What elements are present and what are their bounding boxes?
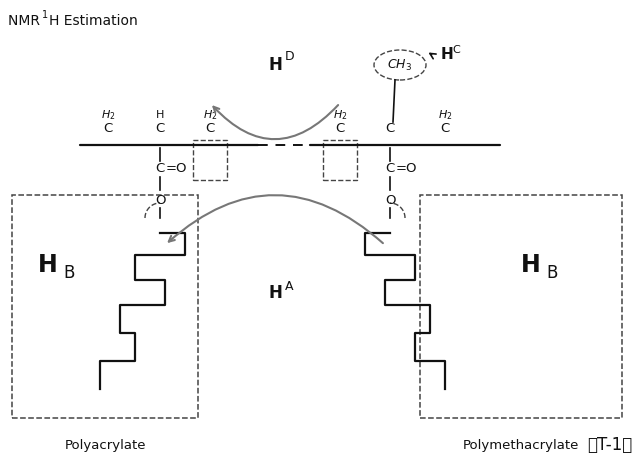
- Text: B: B: [546, 264, 557, 282]
- Text: 1: 1: [42, 10, 48, 20]
- Text: B: B: [63, 264, 74, 282]
- Text: NMR: NMR: [8, 14, 44, 28]
- Text: $H_2$: $H_2$: [333, 108, 347, 122]
- Text: $\mathbf{H}$: $\mathbf{H}$: [440, 46, 453, 62]
- Text: =O: =O: [396, 163, 417, 175]
- Text: （T-1）: （T-1）: [587, 436, 632, 454]
- Text: Polyacrylate: Polyacrylate: [64, 438, 146, 451]
- Text: C: C: [103, 123, 112, 136]
- Text: $\mathbf{H}$: $\mathbf{H}$: [268, 56, 282, 74]
- Text: $H_2$: $H_2$: [203, 108, 217, 122]
- Text: $\mathbf{H}$: $\mathbf{H}$: [520, 253, 540, 277]
- Text: $\mathbf{H}$: $\mathbf{H}$: [37, 253, 56, 277]
- Text: O: O: [155, 194, 165, 206]
- Text: C: C: [385, 163, 395, 175]
- Text: O: O: [385, 194, 395, 206]
- Text: H Estimation: H Estimation: [49, 14, 138, 28]
- Text: C: C: [385, 123, 395, 136]
- Text: C: C: [452, 45, 460, 55]
- Text: C: C: [335, 123, 345, 136]
- Text: C: C: [155, 123, 164, 136]
- Text: $\mathbf{H}$: $\mathbf{H}$: [268, 284, 282, 302]
- Text: H: H: [156, 110, 164, 120]
- Text: $H_2$: $H_2$: [438, 108, 452, 122]
- Text: C: C: [440, 123, 449, 136]
- Text: $H_2$: $H_2$: [101, 108, 116, 122]
- Text: D: D: [285, 50, 295, 63]
- Text: Polymethacrylate: Polymethacrylate: [463, 438, 579, 451]
- Text: $CH_3$: $CH_3$: [388, 57, 413, 73]
- Text: A: A: [285, 281, 293, 294]
- Text: C: C: [155, 163, 164, 175]
- Text: C: C: [205, 123, 214, 136]
- Text: =O: =O: [166, 163, 187, 175]
